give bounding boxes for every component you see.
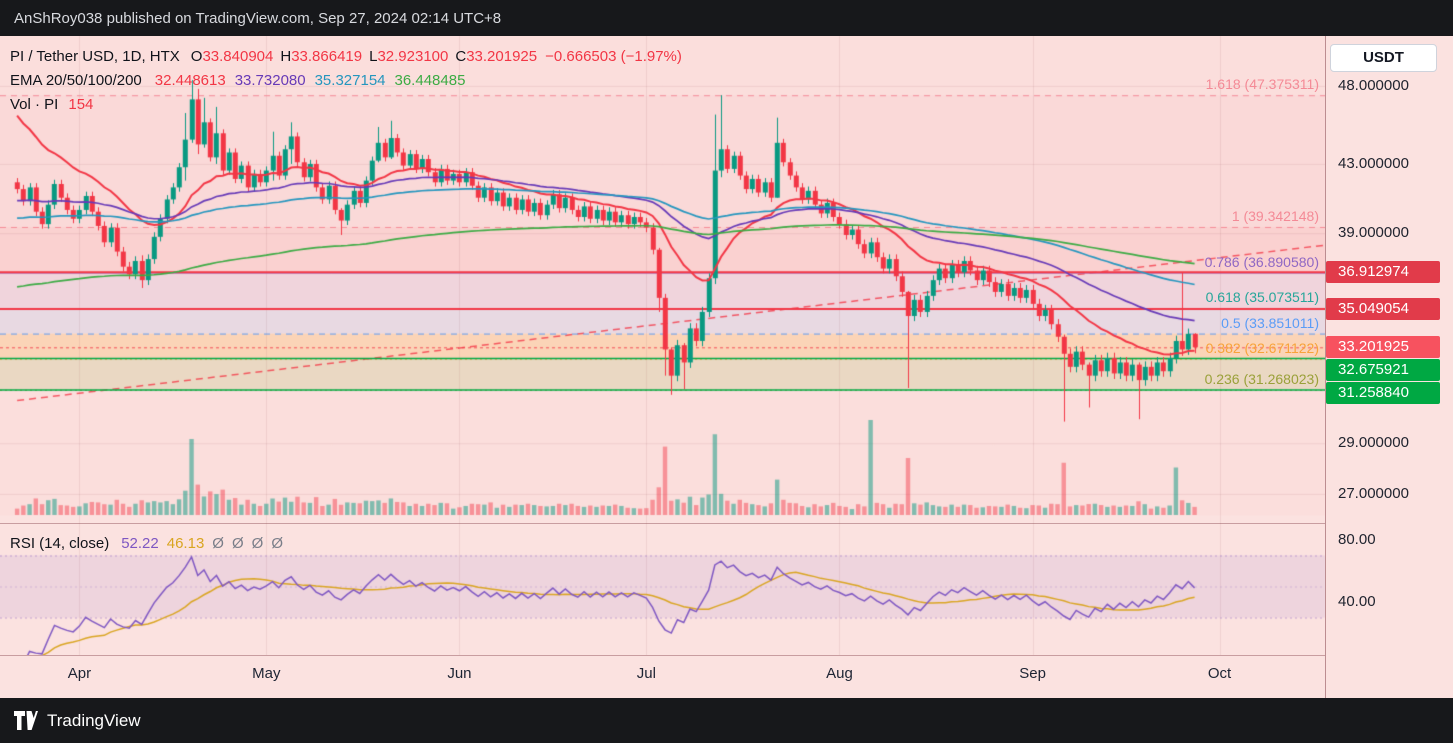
ohlc-value: 33.840904 (202, 48, 274, 65)
price-tick-label: 29.000000 (1338, 434, 1409, 452)
symbol-legend: PI / Tether USD, 1D, HTX O33.840904 H33.86… (10, 45, 682, 117)
time-axis-month-label: Oct (1207, 665, 1232, 682)
ema-row[interactable]: EMA 20/50/100/200 32.448613 33.732080 35.32… (10, 69, 682, 93)
time-axis-month-label: May (252, 665, 281, 682)
tradingview-brand[interactable]: TradingView (47, 710, 141, 730)
publish-info-bar: AnShRoy038 published on TradingView.com,… (0, 0, 1453, 36)
price-change: −0.666503 (−1.97%) (545, 48, 682, 65)
price-axis[interactable]: USDT 48.000000 43.000000 39.000000 29.00000… (1325, 36, 1453, 698)
rsi-empty-value: Ø (251, 535, 264, 552)
rsi-empty-value: Ø (231, 535, 244, 552)
fib-level-label: 1 (39.342148) (1231, 207, 1319, 224)
currency-toggle-button[interactable]: USDT (1330, 44, 1437, 72)
rsi-ma-value: 46.13 (166, 535, 205, 552)
fib-level-label: 0.618 (35.073511) (1205, 289, 1319, 306)
time-axis-divider (0, 655, 1325, 656)
ema-value: 36.448485 (394, 72, 466, 89)
ohlc-value: 33.866419 (291, 48, 363, 65)
rsi-empty-value: Ø (212, 535, 224, 552)
ohlc-values: O33.840904 H33.866419 L32.923100 C33.201925 (184, 48, 537, 65)
rsi-label[interactable]: RSI (14, close) (10, 535, 110, 552)
footer-bar: TradingView (0, 698, 1453, 743)
price-tick-label: 43.000000 (1338, 154, 1409, 172)
price-badge: 36.912974 (1326, 261, 1440, 284)
fib-level-label: 0.236 (31.268023) (1204, 370, 1319, 387)
publish-info-text: AnShRoy038 published on TradingView.com,… (14, 9, 502, 27)
chart-area[interactable]: PI / Tether USD, 1D, HTX O33.840904 H33.86… (0, 36, 1453, 698)
time-axis-month-label: Aug (826, 665, 853, 682)
time-axis-month-label: Apr (67, 665, 92, 682)
fib-level-label: 0.5 (33.851011) (1221, 314, 1319, 331)
price-badge: 31.258840 (1326, 382, 1440, 405)
ema-label[interactable]: EMA 20/50/100/200 (10, 72, 142, 89)
volume-label[interactable]: Vol · PI (10, 96, 59, 113)
ema-value: 33.732080 (234, 72, 306, 89)
rsi-tick-label: 40.00 (1338, 593, 1376, 610)
time-axis-month-label: Sep (1019, 665, 1046, 682)
price-tick-label: 39.000000 (1338, 224, 1409, 242)
rsi-empty-value: Ø (271, 535, 283, 552)
price-badge: 33.201925 (1326, 336, 1440, 359)
price-badge: 32.675921 (1326, 359, 1440, 382)
price-tick-label: 27.000000 (1338, 484, 1409, 502)
time-axis-month-label: Jun (447, 665, 472, 682)
fib-level-label: 0.786 (36.890580) (1204, 253, 1319, 270)
symbol-title[interactable]: PI / Tether USD, 1D, HTX (10, 48, 180, 65)
ema-value: 32.448613 (154, 72, 226, 89)
volume-row[interactable]: Vol · PI 154 (10, 93, 682, 117)
ohlc-key: L (369, 48, 378, 65)
ohlc-value: 32.923100 (377, 48, 449, 65)
pane-divider[interactable] (0, 523, 1325, 524)
ohlc-row[interactable]: PI / Tether USD, 1D, HTX O33.840904 H33.86… (10, 45, 682, 69)
ohlc-value: 33.201925 (466, 48, 538, 65)
ema-value: 35.327154 (314, 72, 386, 89)
price-chart-canvas[interactable] (0, 36, 1325, 655)
tradingview-logo-icon[interactable] (14, 711, 38, 730)
time-axis-month-label: Jul (636, 665, 656, 682)
time-axis[interactable]: Apr May Jun Jul Aug Sep Oct (0, 655, 1325, 698)
rsi-legend[interactable]: RSI (14, close) 52.22 46.13 Ø Ø Ø Ø (10, 532, 283, 556)
ohlc-key: C (455, 48, 467, 65)
price-tick-label: 48.000000 (1338, 76, 1409, 94)
volume-value: 154 (68, 96, 94, 113)
ohlc-key: H (280, 48, 292, 65)
price-badge: 35.049054 (1326, 297, 1440, 320)
rsi-value: 52.22 (121, 535, 159, 552)
fib-level-label: 0.382 (32.671122) (1205, 339, 1319, 356)
ohlc-key: O (190, 48, 203, 65)
ema-values: 32.448613 33.732080 35.327154 36.448485 (146, 72, 466, 89)
fib-level-label: 1.618 (47.375311) (1205, 76, 1319, 93)
rsi-tick-label: 80.00 (1338, 531, 1376, 548)
